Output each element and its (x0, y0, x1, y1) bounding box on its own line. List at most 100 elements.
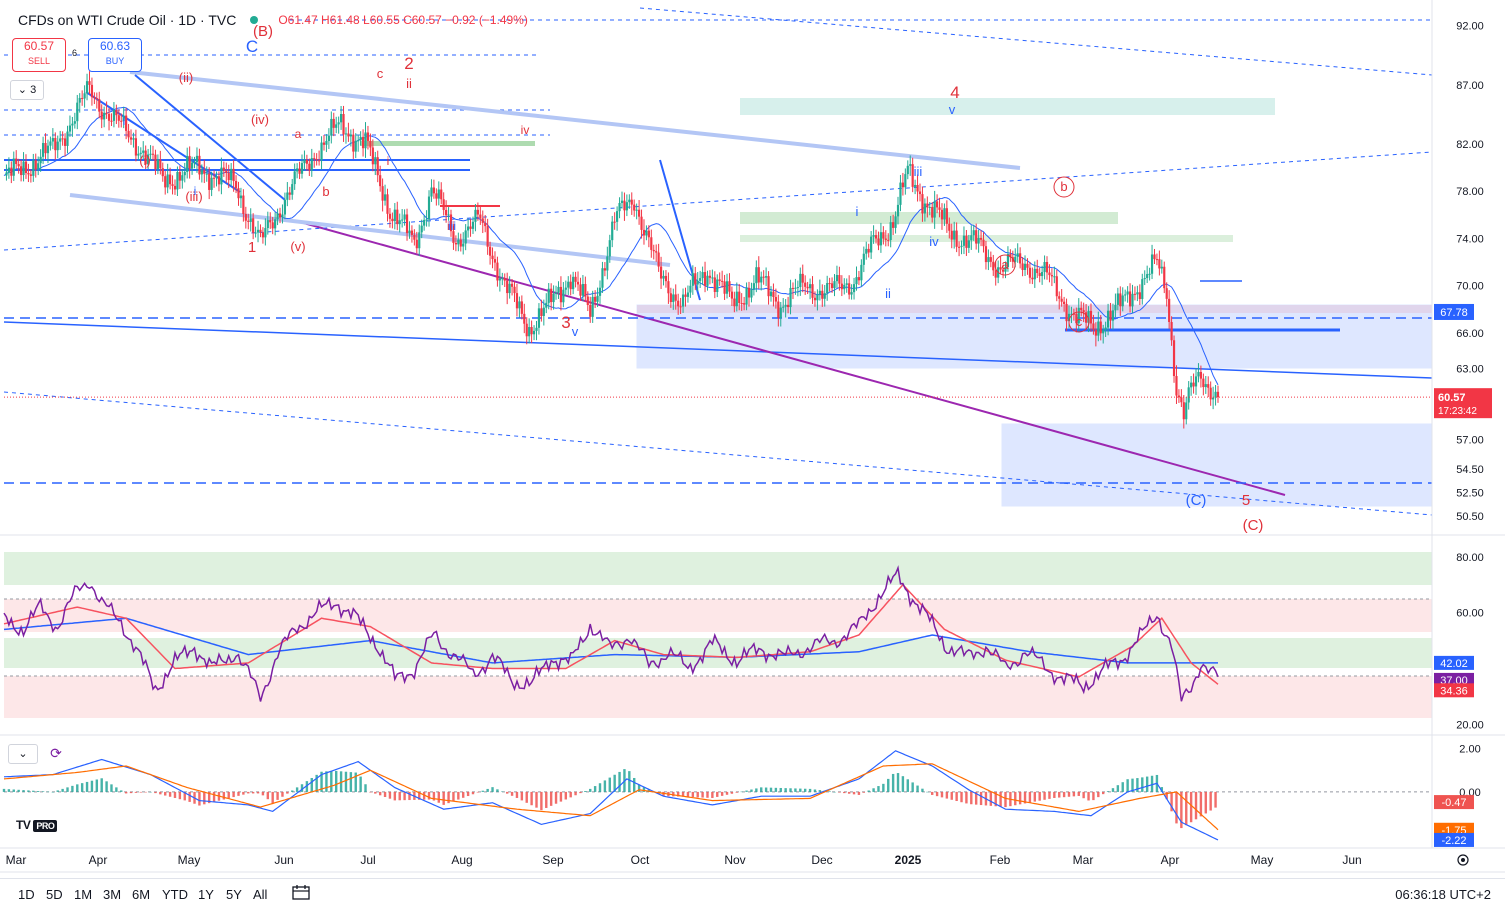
macd-histogram-bar (672, 791, 675, 797)
candle-body (957, 246, 961, 248)
macd-histogram-bar (452, 791, 455, 802)
wave-label-red: a (295, 127, 302, 141)
macd-histogram-bar (12, 789, 15, 792)
macd-histogram-bar (1028, 791, 1032, 803)
calendar-icon[interactable] (292, 884, 310, 900)
candle-body (459, 239, 462, 247)
candle-body (315, 159, 318, 161)
pane-collapse-button[interactable]: ⌄ (8, 744, 38, 764)
macd-histogram-bar (320, 771, 323, 792)
candle-body (276, 213, 279, 220)
sell-price: 60.57 (23, 39, 55, 53)
candle-body (139, 152, 142, 154)
price-axis-tick: 82.00 (1456, 139, 1484, 151)
candle-body (190, 162, 194, 169)
sell-button[interactable]: 60.57 SELL (12, 38, 66, 72)
macd-histogram-bar (129, 791, 133, 794)
macd-histogram-bar (740, 791, 743, 793)
candle-body (1204, 384, 1207, 388)
candle-body (916, 184, 919, 192)
candle-body (15, 158, 18, 165)
candle-body (249, 218, 252, 222)
candle-body (972, 230, 975, 236)
candle-body (967, 240, 970, 248)
candle-body (383, 194, 387, 201)
symbol-title[interactable]: CFDs on WTI Crude Oil · 1D · TVC (18, 12, 237, 28)
drawings (3, 7, 1433, 516)
macd-histogram-bar (593, 786, 597, 792)
macd-histogram-bar (921, 788, 924, 792)
candle-body (17, 164, 20, 167)
candle-body (1009, 254, 1012, 258)
macd-histogram-bar (178, 791, 182, 800)
candle-body (63, 138, 67, 146)
timeframe-1y[interactable]: 1Y (198, 887, 214, 902)
candle-body (420, 225, 423, 233)
candle-body (90, 84, 94, 98)
candle-body (955, 230, 958, 247)
candle-body (865, 248, 868, 254)
candle-body (61, 138, 64, 140)
timeframe-1d[interactable]: 1D (18, 887, 35, 902)
timeframe-3m[interactable]: 3M (103, 887, 122, 902)
candle-body (283, 199, 287, 215)
timeframe-all[interactable]: All (253, 887, 268, 902)
settings-icon[interactable] (1457, 854, 1469, 866)
wave-label-red: (B) (253, 23, 273, 40)
candle-body (1114, 304, 1117, 311)
timeframe-5y[interactable]: 5Y (226, 887, 242, 902)
macd-histogram-bar (374, 791, 377, 794)
macd-histogram-bar (120, 790, 123, 792)
candle-body (535, 327, 538, 331)
candle-body (1060, 298, 1063, 302)
macd-histogram-bar (1097, 791, 1100, 798)
candle-body (948, 223, 951, 231)
candle-body (735, 291, 738, 307)
candle-body (677, 300, 680, 307)
macd-histogram-bar (559, 791, 563, 802)
macd-signal-line (3, 763, 1219, 831)
candle-body (914, 184, 917, 187)
macd-histogram-bar (281, 791, 284, 797)
candle-body (481, 218, 484, 223)
candle-body (1050, 275, 1053, 277)
candle-body (733, 298, 736, 307)
candle-body (611, 221, 614, 241)
trendline-purple (299, 221, 1286, 496)
candle-body (1109, 310, 1112, 321)
candle-body (906, 165, 909, 175)
macd-histogram-bar (725, 791, 729, 795)
macd-histogram-bar (27, 790, 30, 792)
candle-body (794, 287, 797, 289)
timeframe-ytd[interactable]: YTD (162, 887, 188, 902)
candle-body (103, 112, 106, 120)
candle-body (1194, 376, 1198, 387)
macd-histogram-bar (1145, 776, 1149, 792)
indicators-collapse-button[interactable]: ⌄ 3 (10, 80, 44, 100)
candle-body (122, 115, 125, 122)
rsi-band-red-bottom (4, 676, 1432, 718)
macd-histogram-bar (1053, 791, 1056, 798)
channel-lower (3, 391, 1433, 516)
buy-button[interactable]: 60.63 BUY (88, 38, 142, 72)
refresh-icon[interactable]: ⟳ (46, 744, 66, 762)
candle-body (772, 291, 775, 298)
candle-body (259, 229, 262, 233)
candle-body (117, 115, 120, 121)
candle-body (1209, 387, 1212, 400)
candle-body (357, 140, 360, 142)
candle-body (479, 214, 482, 219)
timeframe-5d[interactable]: 5D (46, 887, 63, 902)
clock[interactable]: 06:36:18 UTC+2 (1395, 887, 1491, 902)
timeframe-1m[interactable]: 1M (74, 887, 93, 902)
macd-histogram-bar (437, 791, 440, 803)
candle-body (572, 276, 575, 290)
timeframe-6m[interactable]: 6M (132, 887, 151, 902)
candle-body (596, 295, 599, 302)
candle-body (125, 115, 128, 131)
time-axis-tick: Aug (451, 853, 472, 867)
macd-histogram-bar (339, 771, 343, 792)
candle-body (884, 238, 887, 240)
macd-histogram-bar (574, 791, 577, 796)
